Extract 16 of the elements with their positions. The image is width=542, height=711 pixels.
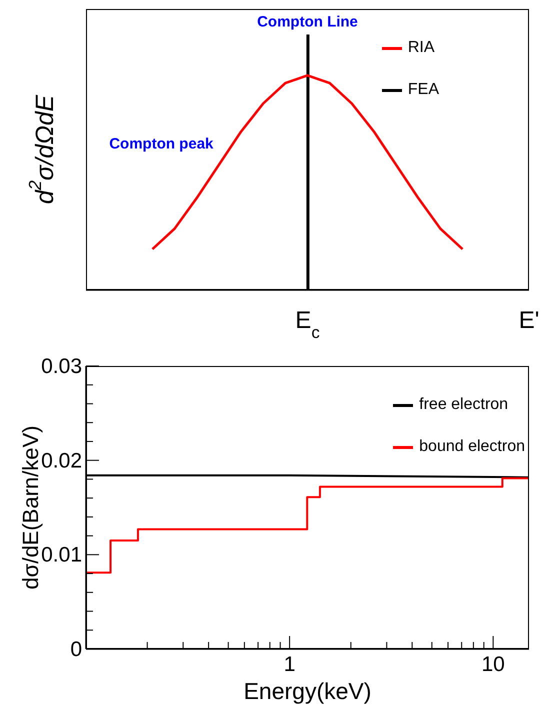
y-tick-label: 0 [70,638,82,661]
y-tick-label: 0.02 [41,449,82,472]
legend-label: RIA [408,39,435,57]
text: Compton Line [257,13,358,30]
y-tick-label: 0.03 [41,355,82,378]
y-axis-title: dσ/dE(Barn/keV) [18,426,43,590]
y-tick-label: 0.01 [41,544,82,567]
x-tick-label: E$_{c}$ [295,307,320,342]
x-axis-title: Energy(keV) [244,678,372,704]
legend-label: free electron [419,396,508,414]
x-tick-label: 1 [284,653,296,676]
legend-label: bound electron [419,438,525,456]
x-tick-label: E' [518,307,540,334]
annotation: Compton peak [109,135,214,152]
legend-label: FEA [408,81,439,99]
x-tick-label: 10 [481,653,505,676]
